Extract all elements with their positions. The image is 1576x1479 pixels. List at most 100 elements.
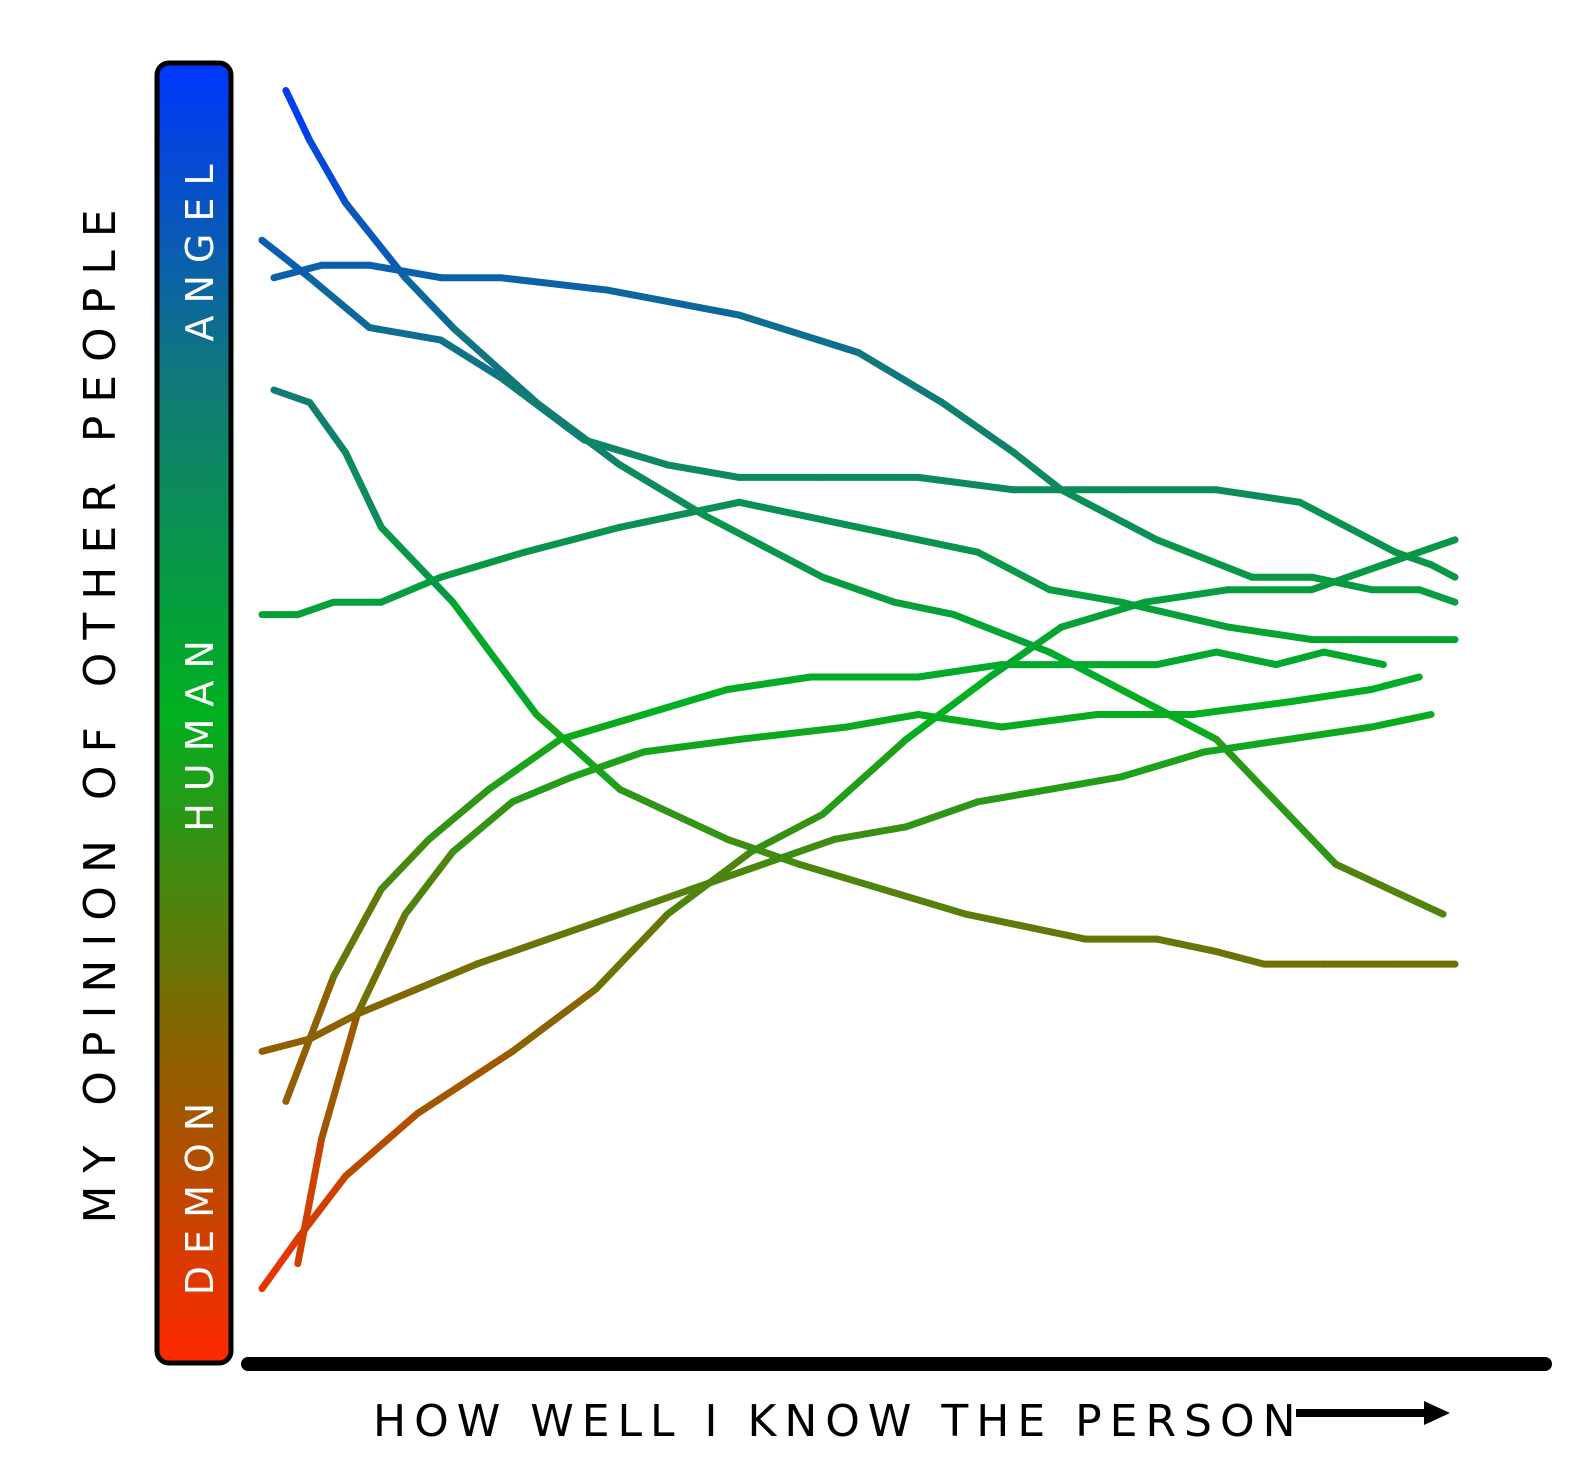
series-1-segment	[616, 461, 707, 519]
series-8-segment	[1201, 735, 1292, 756]
series-1-segment	[1332, 860, 1447, 918]
series-8-segment	[1284, 723, 1375, 743]
series-4-segment	[878, 885, 970, 918]
series-5-segment	[974, 548, 1053, 594]
series-6-segment	[723, 673, 815, 693]
series-7-segment	[998, 711, 1101, 731]
series-5-segment	[735, 498, 862, 531]
series-6-segment	[1272, 648, 1328, 669]
series-2-segment	[914, 473, 1018, 494]
series-7-segment	[318, 1010, 361, 1143]
series-7-segment	[843, 711, 922, 731]
series-8-segment	[831, 823, 910, 843]
scale-label-angel: ANGEL	[178, 152, 222, 341]
series-1-segment	[890, 598, 958, 619]
series-5-segment	[377, 573, 445, 606]
series-7-segment	[509, 773, 576, 806]
series-7-segment	[449, 798, 516, 856]
series-6-segment	[640, 686, 731, 718]
series-7-segment	[353, 910, 409, 1018]
series-1-segment	[1212, 735, 1340, 868]
series-5-segment	[521, 523, 624, 556]
series-4-segment	[532, 711, 624, 793]
series-1-segment	[1045, 648, 1125, 693]
series-1-segment	[819, 573, 898, 606]
series-9-segment	[342, 1110, 421, 1180]
series-3-segment	[735, 311, 862, 357]
series-2-segment	[664, 461, 743, 481]
series-4-segment	[723, 835, 803, 868]
series-5-line	[258, 498, 1459, 644]
series-4-line	[270, 386, 1459, 968]
series-9-segment	[413, 1047, 516, 1118]
series-3-segment	[938, 399, 1018, 456]
series-8-segment	[1045, 773, 1125, 793]
series-4-segment	[1153, 935, 1220, 956]
series-6-segment	[1212, 648, 1280, 669]
series-8-segment	[306, 1010, 361, 1043]
series-7-segment	[1368, 673, 1423, 693]
series-layer	[258, 87, 1459, 1293]
series-8-segment	[616, 885, 695, 918]
series-9-segment	[592, 910, 672, 993]
series-3-segment	[604, 286, 743, 319]
series-2-segment	[1391, 548, 1435, 569]
series-6-segment	[556, 711, 648, 743]
series-8-segment	[759, 835, 839, 868]
series-2-segment	[306, 274, 373, 332]
series-1-segment	[306, 136, 349, 207]
series-6-segment	[914, 661, 1006, 681]
series-1-segment	[282, 87, 314, 144]
series-8-segment	[544, 910, 624, 943]
series-4-segment	[1212, 948, 1268, 968]
series-2-segment	[580, 436, 672, 469]
series-1-segment	[401, 274, 457, 332]
series-5-segment	[616, 498, 743, 531]
series-6-segment	[425, 785, 493, 843]
series-7-line	[294, 673, 1423, 1268]
series-4-segment	[962, 910, 1029, 931]
series-4-segment	[1022, 923, 1089, 943]
series-7-segment	[1189, 698, 1292, 718]
series-3-segment	[1415, 586, 1459, 606]
series-3-segment	[1308, 573, 1375, 594]
series-3-segment	[365, 261, 445, 282]
opinion-scale-bar	[154, 60, 234, 1366]
series-9-segment	[747, 810, 827, 856]
series-9-segment	[1057, 598, 1149, 631]
series-5-segment	[1224, 623, 1316, 644]
series-5-segment	[294, 598, 338, 619]
scale-label-demon: DEMON	[178, 1091, 222, 1295]
series-2-segment	[1296, 498, 1399, 556]
series-7-segment	[401, 848, 457, 918]
series-5-segment	[437, 548, 528, 581]
series-5-segment	[855, 523, 982, 556]
series-9-segment	[1379, 536, 1459, 569]
series-9-segment	[819, 735, 910, 818]
series-1-segment	[699, 511, 827, 581]
series-4-segment	[270, 386, 314, 406]
series-9-segment	[509, 985, 600, 1055]
series-3-segment	[1057, 486, 1161, 544]
x-axis-label: HOW WELL I KNOW THE PERSON	[373, 1396, 1304, 1447]
series-9-segment	[294, 1172, 349, 1243]
series-7-segment	[294, 1135, 326, 1268]
series-3-segment	[855, 349, 946, 406]
series-6-segment	[1320, 648, 1387, 669]
series-9-segment	[1308, 561, 1387, 594]
series-6-segment	[330, 885, 385, 981]
series-3-segment	[270, 261, 326, 282]
series-7-segment	[640, 735, 743, 756]
series-8-line	[258, 711, 1435, 1055]
series-8-segment	[473, 935, 552, 968]
series-9-segment	[664, 848, 755, 918]
series-3-segment	[497, 274, 612, 294]
series-2-line	[258, 236, 1459, 581]
series-9-segment	[986, 623, 1065, 681]
series-1-segment	[342, 199, 409, 282]
series-8-segment	[974, 785, 1053, 806]
series-4-segment	[377, 523, 457, 606]
series-4-segment	[449, 598, 540, 718]
series-2-segment	[437, 336, 505, 381]
series-7-segment	[568, 748, 648, 781]
